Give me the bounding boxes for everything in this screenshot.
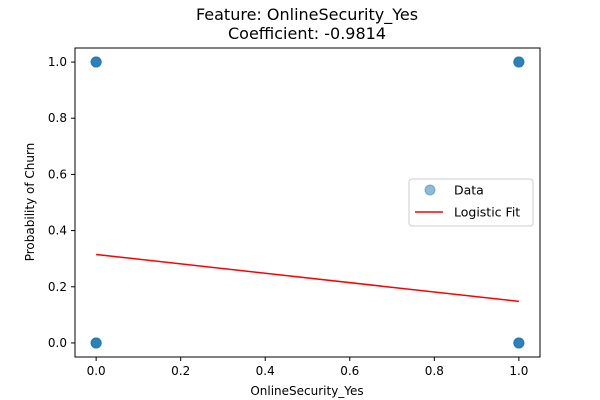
data-points [90,56,525,349]
y-tick-label: 0.4 [48,224,67,238]
data-point [513,56,525,68]
plot-area [74,47,541,358]
data-point [90,337,102,349]
chart-title: Feature: OnlineSecurity_Yes [196,5,418,25]
x-tick-label: 1.0 [509,364,528,378]
legend-label-fit: Logistic Fit [454,205,520,220]
y-axis-label: Probability of Churn [23,143,37,262]
legend: Data Logistic Fit [408,178,534,227]
x-axis-label: OnlineSecurity_Yes [250,384,363,398]
logistic-fit-path [96,253,519,303]
logistic-fit-line [96,253,519,303]
chart-subtitle: Coefficient: -0.9814 [228,24,386,43]
data-point [90,56,102,68]
x-tick-label: 0.2 [171,364,190,378]
y-axis: 0.0 0.2 0.4 0.6 0.8 1.0 [48,55,75,350]
legend-label-data: Data [454,183,484,198]
y-tick-label: 0.8 [48,111,67,125]
data-point [513,337,525,349]
y-tick-label: 1.0 [48,55,67,69]
x-axis: 0.0 0.2 0.4 0.6 0.8 1.0 [87,357,528,378]
x-tick-label: 0.4 [256,364,275,378]
legend-box [408,178,534,227]
x-tick-label: 0.0 [87,364,106,378]
x-tick-label: 0.8 [425,364,444,378]
y-tick-label: 0.6 [48,167,67,181]
legend-marker-data [424,184,436,196]
x-tick-label: 0.6 [340,364,359,378]
y-tick-label: 0.0 [48,336,67,350]
y-tick-label: 0.2 [48,280,67,294]
